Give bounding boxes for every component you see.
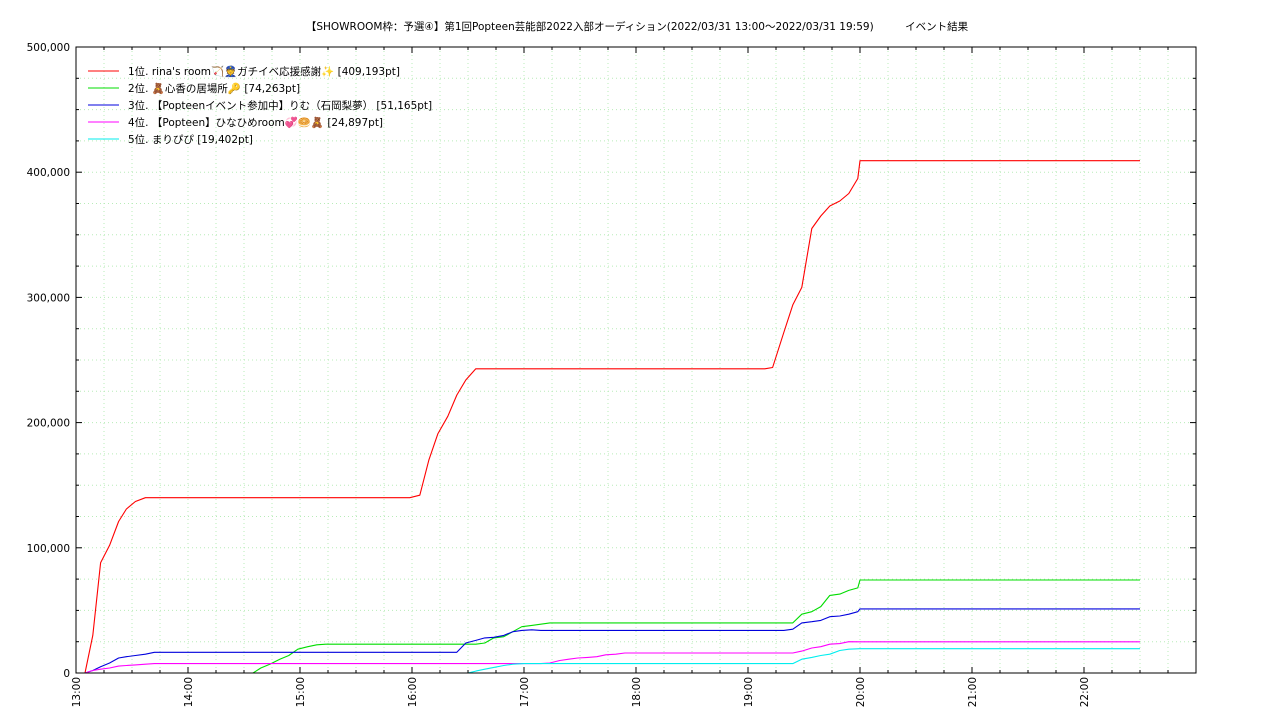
series-line-2 <box>252 579 1140 674</box>
x-tick-label: 19:00 <box>743 677 755 707</box>
y-tick-label: 100,000 <box>27 543 70 555</box>
series-line-1 <box>84 160 1140 674</box>
y-tick-label: 0 <box>63 668 70 680</box>
legend-label-2: 2位. 🧸心香の居場所🔑 [74,263pt] <box>128 82 300 95</box>
y-tick-label: 500,000 <box>27 42 70 54</box>
series-line-5 <box>467 648 1140 674</box>
legend-label-1: 1位. rina's room🏹👮ガチイベ応援感謝✨ [409,193pt] <box>128 65 400 78</box>
x-tick-label: 13:00 <box>71 677 83 707</box>
legend-label-5: 5位. まりぴぴ [19,402pt] <box>128 133 253 146</box>
x-tick-label: 15:00 <box>295 677 307 707</box>
legend-label-4: 4位. 【Popteen】ひなひめroom💞🥯🧸 [24,897pt] <box>128 116 383 129</box>
grid-lines <box>76 47 1196 673</box>
x-tick-label: 18:00 <box>631 677 643 707</box>
x-tick-label: 20:00 <box>855 677 867 707</box>
legend-label-3: 3位. 【Popteenイベント参加中】りむ（石岡梨夢） [51,165pt] <box>128 99 432 112</box>
x-tick-label: 17:00 <box>519 677 531 707</box>
y-tick-label: 300,000 <box>27 292 70 304</box>
y-tick-label: 400,000 <box>27 167 70 179</box>
x-tick-label: 16:00 <box>407 677 419 707</box>
legend: 1位. rina's room🏹👮ガチイベ応援感謝✨ [409,193pt] 2位… <box>88 65 432 146</box>
series-line-4 <box>84 641 1140 674</box>
series-line-3 <box>84 608 1140 674</box>
x-tick-label: 22:00 <box>1079 677 1091 707</box>
y-tick-label: 200,000 <box>27 418 70 430</box>
x-tick-label: 21:00 <box>967 677 979 707</box>
chart-title: 【SHOWROOM枠：予選④】第1回Popteen芸能部2022入部オーディショ… <box>306 20 969 33</box>
series-lines <box>84 160 1140 674</box>
axes: 0 100,000 200,000 300,000 400,000 500,000 13:0… <box>27 42 1197 707</box>
x-tick-label: 14:00 <box>183 677 195 707</box>
